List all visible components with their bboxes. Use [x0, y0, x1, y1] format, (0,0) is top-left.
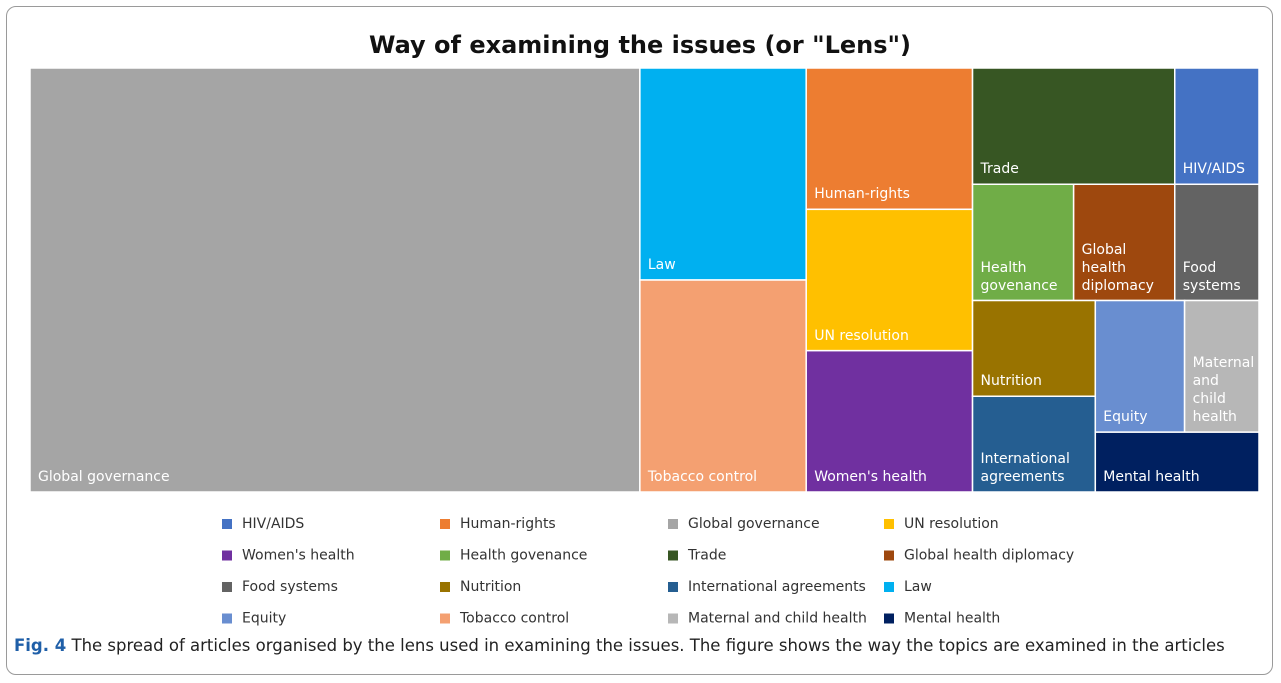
caption-text: The spread of articles organised by the … — [71, 636, 1225, 655]
cell-label: Global health diplomacy — [1081, 241, 1154, 294]
treemap-cell — [1183, 299, 1260, 433]
treemap-cell — [639, 67, 807, 281]
cell-label-box: Tobacco control — [647, 469, 758, 485]
cell-label: UN resolution — [814, 327, 909, 344]
treemap-cell — [1173, 183, 1260, 302]
cell-label: Tobacco control — [647, 469, 758, 485]
legend-swatch — [440, 550, 450, 561]
legend-swatch — [884, 613, 894, 624]
cell-label: Trade — [980, 161, 1019, 178]
cell-label: HIV/AIDS — [1182, 161, 1246, 178]
cell-label-box: Women's health — [814, 468, 927, 485]
legend-swatch — [668, 519, 678, 529]
legend-swatch — [884, 519, 894, 529]
treemap-cell — [971, 299, 1097, 398]
legend-swatch — [668, 582, 678, 592]
treemap-cell — [29, 67, 641, 493]
cell-label: Global governance — [38, 469, 170, 485]
cell-label-box: HIV/AIDS — [1182, 161, 1246, 178]
legend-label: Mental health — [904, 611, 1000, 627]
legend-label: Tobacco control — [459, 611, 569, 627]
legend-label: Food systems — [242, 579, 338, 595]
cell-label-box: Global governance — [38, 469, 170, 485]
legend-swatch — [440, 582, 450, 592]
legend-label: Global health diplomacy — [904, 548, 1074, 564]
frame — [6, 6, 1273, 675]
cell-label: International agreements — [980, 450, 1070, 485]
legend-swatch — [668, 550, 678, 561]
treemap-cell — [971, 395, 1097, 493]
cell-label: Health govenance — [980, 259, 1058, 294]
legend-label: Human-rights — [460, 516, 556, 532]
cell-label: Human-rights — [814, 186, 910, 203]
legend-label: Maternal and child health — [688, 611, 867, 627]
cell-label-box: Human-rights — [814, 186, 910, 203]
cell-label-box: Equity — [1103, 409, 1148, 426]
legend-swatch — [668, 613, 678, 624]
cell-label: Mental health — [1103, 468, 1200, 485]
legend-swatch — [222, 550, 232, 561]
legend-swatch — [222, 582, 232, 592]
legend-swatch — [440, 613, 450, 624]
legend-label: Law — [904, 579, 932, 595]
cell-label: Food systems — [1182, 259, 1241, 294]
legend-label: Nutrition — [460, 579, 521, 595]
legend-label: Trade — [687, 548, 726, 564]
treemap-cell — [1072, 183, 1176, 302]
treemap-cell — [971, 183, 1075, 302]
cell-label: Women's health — [814, 468, 927, 485]
legend-label: International agreements — [688, 579, 866, 595]
legend-swatch — [222, 519, 232, 529]
cell-label-box: Food systems — [1182, 259, 1241, 294]
legend-label: Women's health — [242, 548, 355, 564]
legend-label: UN resolution — [904, 516, 999, 532]
legend-label: Equity — [242, 611, 286, 627]
cell-label-box: Mental health — [1103, 468, 1200, 485]
cell-label: Equity — [1103, 409, 1148, 426]
treemap-cell — [639, 279, 807, 493]
caption-label: Fig. 4 — [14, 636, 67, 655]
legend-label: HIV/AIDS — [242, 516, 304, 532]
cell-label-box: UN resolution — [814, 327, 909, 344]
cell-label: Maternal and child health — [1192, 355, 1255, 426]
legend-swatch — [440, 519, 450, 529]
chart-title: Way of examining the issues (or "Lens") — [369, 31, 911, 59]
legend-swatch — [884, 550, 894, 561]
cell-label-box: Global health diplomacy — [1081, 241, 1154, 294]
cell-label-box: Trade — [980, 161, 1019, 178]
legend-swatch — [884, 582, 894, 592]
treemap-cell — [805, 349, 974, 493]
caption: Fig. 4 The spread of articles organised … — [14, 636, 1264, 655]
cell-label-box: International agreements — [980, 450, 1070, 485]
legend-swatch — [222, 613, 232, 624]
treemap-cell — [1094, 299, 1186, 433]
treemap-cell — [805, 67, 974, 211]
cell-label: Law — [647, 257, 676, 273]
legend-label: Health govenance — [460, 548, 587, 564]
cell-label: Nutrition — [980, 373, 1042, 390]
cell-label-box: Health govenance — [980, 259, 1058, 294]
treemap-cell — [1094, 431, 1260, 493]
cell-label-box: Nutrition — [980, 373, 1042, 390]
treemap-cell — [1173, 67, 1260, 186]
legend-label: Global governance — [688, 516, 820, 532]
treemap-cell — [971, 67, 1176, 186]
cell-label-box: Law — [647, 257, 676, 273]
cell-label-box: Maternal and child health — [1192, 355, 1255, 426]
